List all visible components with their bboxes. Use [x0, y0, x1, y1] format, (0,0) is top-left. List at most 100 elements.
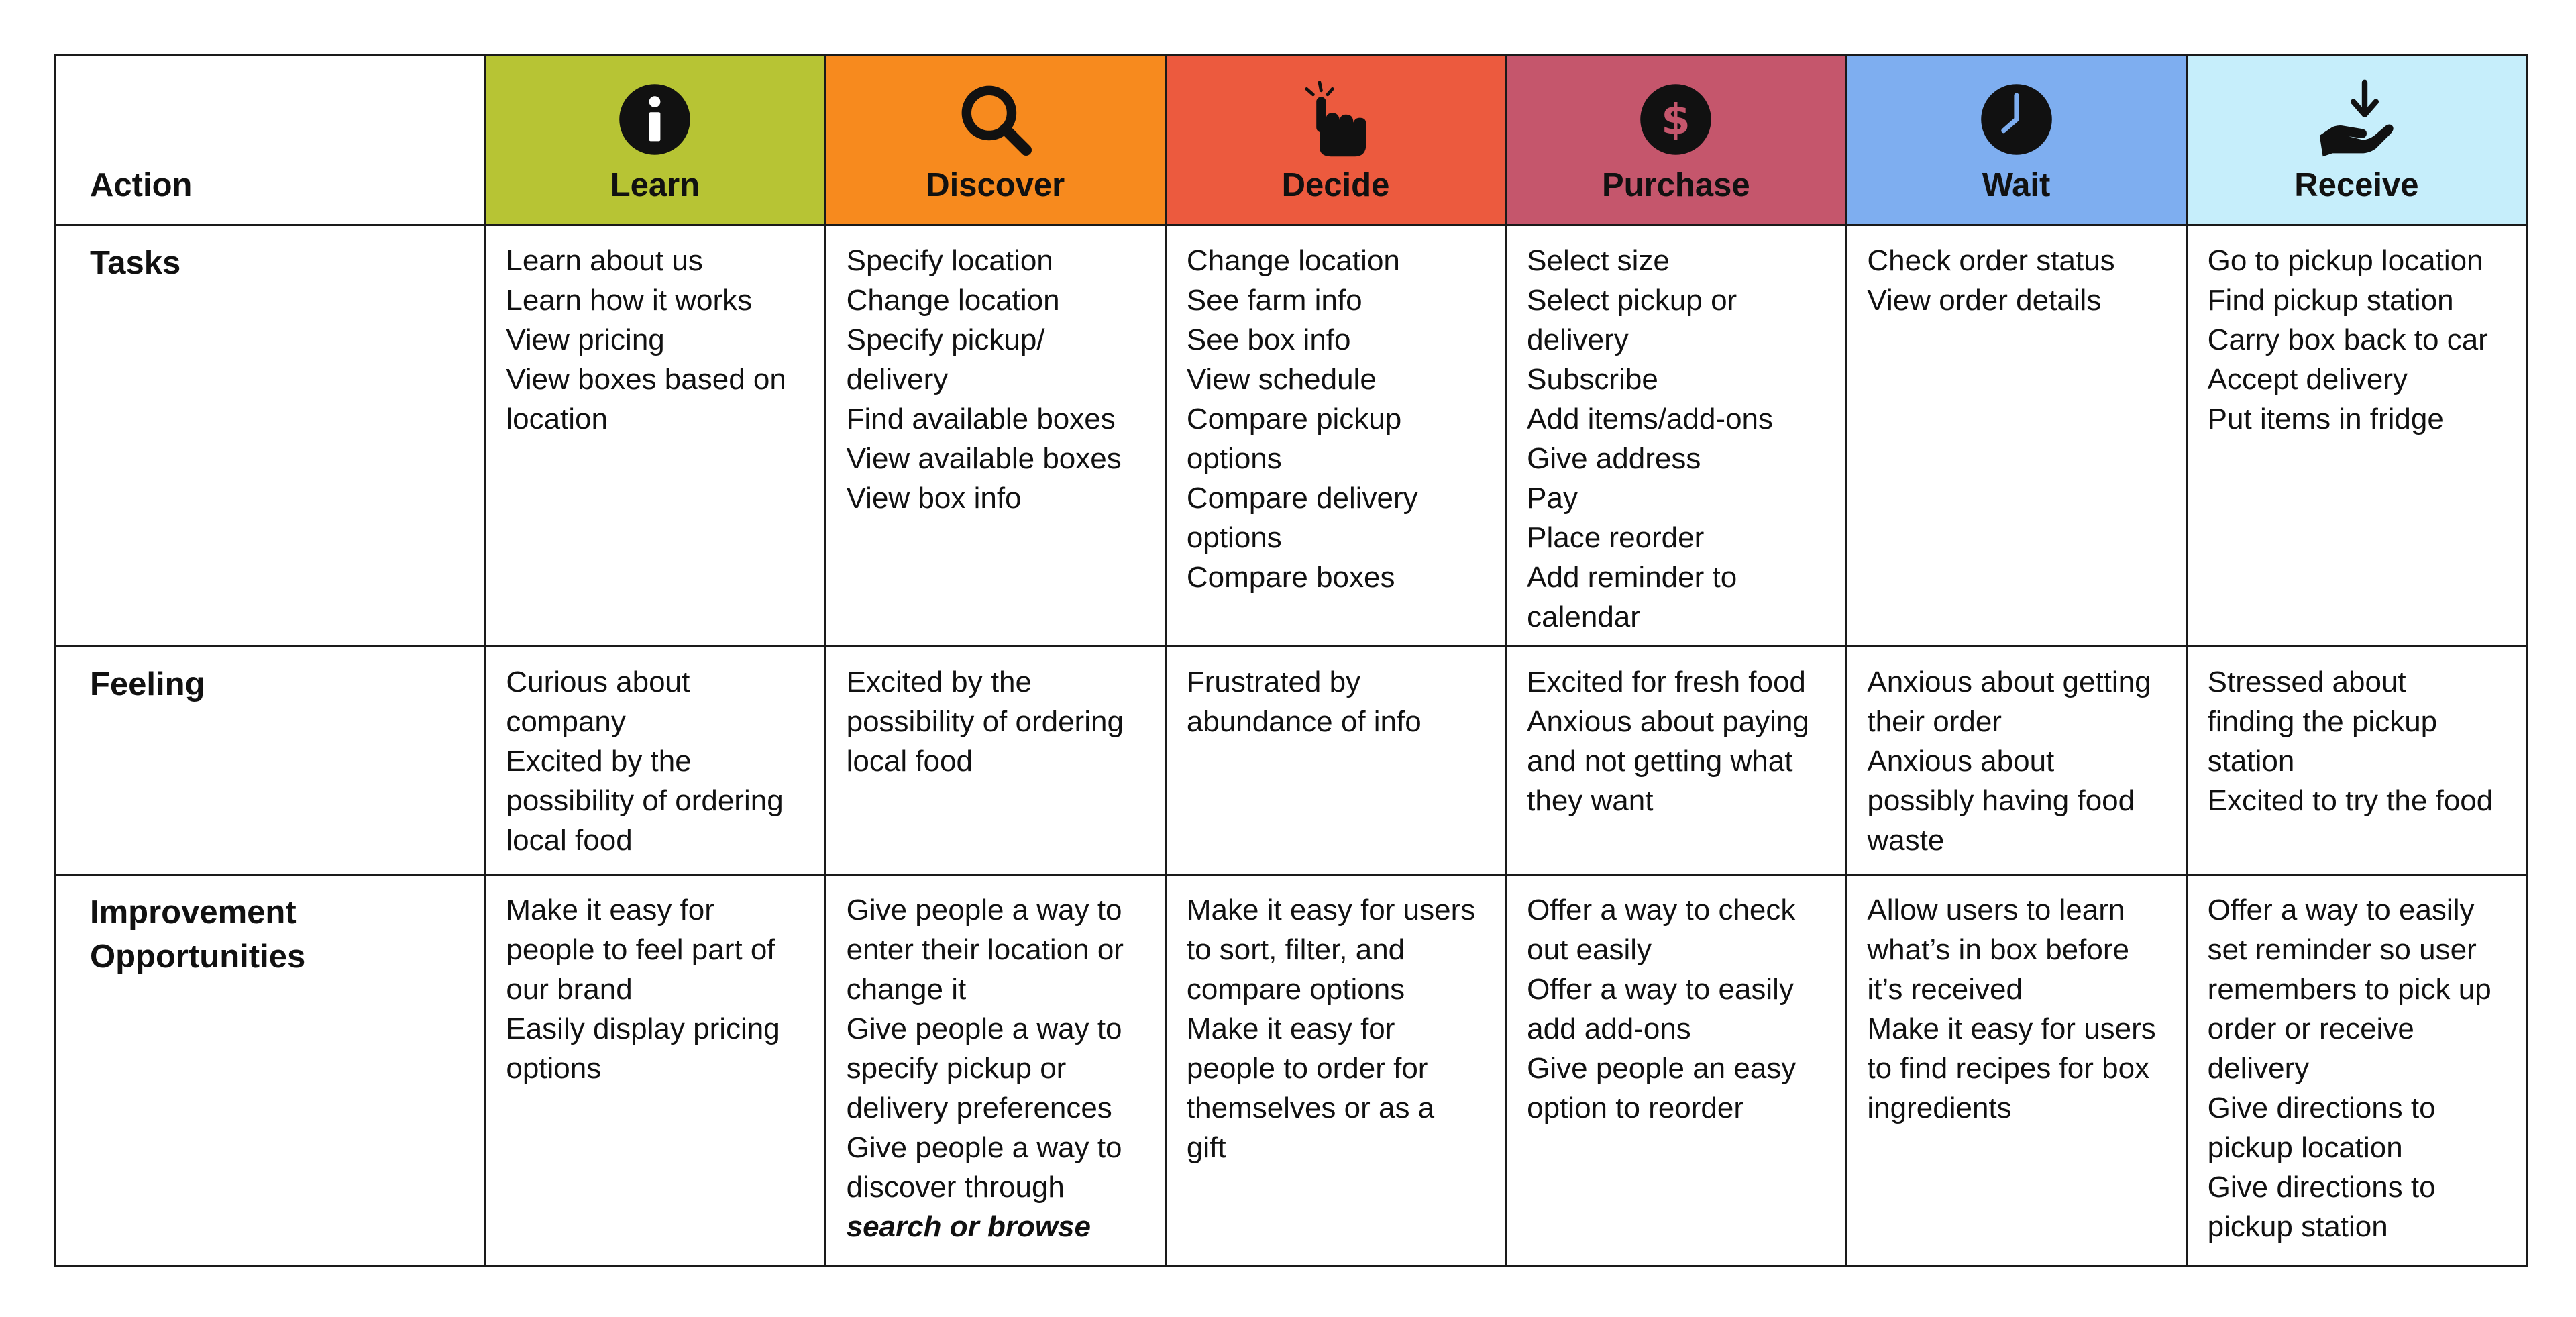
cell-line: company [506, 705, 626, 738]
cell-line: what’s in box before [1867, 933, 2129, 966]
cell-line: ingredients [1867, 1092, 2012, 1124]
cell-line: See box info [1186, 323, 1351, 356]
cell-line: possibly having food [1867, 784, 2135, 817]
cell-line: location [506, 403, 608, 435]
cell-line: search or browse [846, 1210, 1091, 1243]
cell-line: calendar [1527, 600, 1640, 633]
cell-line: Frustrated by [1186, 666, 1361, 698]
feeling-row: Feeling Curious about company Excited by t… [54, 645, 2528, 876]
tasks-cell-decide: Change location See farm info See box info… [1164, 224, 1507, 647]
cell-line: their order [1867, 705, 2002, 738]
improvement-label-line1: Improvement [90, 894, 297, 931]
cell-line: View order details [1867, 284, 2102, 317]
cell-line: Subscribe [1527, 363, 1658, 396]
cell-line: Easily display pricing [506, 1012, 780, 1045]
improvement-label-cell: Improvement Opportunities [54, 874, 486, 1267]
improvement-cell-purchase: Offer a way to check out easily Offer a wa… [1505, 874, 1847, 1267]
stage-name-discover: Discover [926, 167, 1065, 203]
cell-line: delivery [2207, 1052, 2310, 1085]
cell-line: Anxious about paying [1527, 705, 1809, 738]
cell-line: discover through [846, 1171, 1065, 1204]
cell-line: pickup location [2207, 1131, 2403, 1164]
cell-line: options [506, 1052, 602, 1085]
cell-line: Check order status [1867, 244, 2115, 277]
cell-line: Put items in fridge [2207, 403, 2444, 435]
cell-line: Give people a way to [846, 1012, 1122, 1045]
cell-line: station [2207, 745, 2295, 778]
feeling-cell-learn: Curious about company Excited by the possib… [484, 645, 826, 876]
cell-line: set reminder so user [2207, 933, 2477, 966]
cell-line: Add items/add-ons [1527, 403, 1774, 435]
cell-line: Make it easy for [506, 894, 714, 927]
cell-line: Give people a way to [846, 1131, 1122, 1164]
cell-line: local food [846, 745, 973, 778]
stage-name-wait: Wait [1982, 167, 2051, 203]
improvement-row: Improvement Opportunities Make it easy f… [54, 874, 2528, 1267]
cell-line: Give people an easy [1527, 1052, 1796, 1085]
svg-text:$: $ [1662, 95, 1690, 144]
cell-line: delivery [846, 363, 949, 396]
cell-line: View schedule [1186, 363, 1377, 396]
cell-line: Find pickup station [2207, 284, 2454, 317]
cell-line: Give address [1527, 442, 1701, 475]
cell-line: it’s received [1867, 973, 2023, 1006]
tasks-label: Tasks [90, 245, 181, 281]
feeling-label-cell: Feeling [54, 645, 486, 876]
cell-line: Offer a way to easily [2207, 894, 2475, 927]
cell-line: possibility of ordering [846, 705, 1124, 738]
cell-line: Place reorder [1527, 521, 1705, 554]
cell-line: people to order for [1186, 1052, 1428, 1085]
feeling-label: Feeling [90, 666, 205, 702]
cell-line: Compare boxes [1186, 561, 1395, 594]
cell-line: Offer a way to easily [1527, 973, 1794, 1006]
cell-line: Compare pickup [1186, 403, 1402, 435]
cell-line: out easily [1527, 933, 1652, 966]
tasks-label-cell: Tasks [54, 224, 486, 647]
improvement-cell-decide: Make it easy for users to sort, filter, a… [1164, 874, 1507, 1267]
cell-line: to sort, filter, and [1186, 933, 1405, 966]
tasks-cell-wait: Check order status View order details [1845, 224, 2188, 647]
cell-line: Carry box back to car [2207, 323, 2488, 356]
cell-line: Give directions to [2207, 1092, 2436, 1124]
cell-line: our brand [506, 973, 633, 1006]
cell-line: Excited to try the food [2207, 784, 2493, 817]
cell-line: specify pickup or [846, 1052, 1067, 1085]
cell-line: option to reorder [1527, 1092, 1744, 1124]
improvement-cell-discover: Give people a way to enter their location… [824, 874, 1167, 1267]
stage-header-receive: Receive [2185, 54, 2528, 226]
cell-line: they want [1527, 784, 1654, 817]
cell-line: Offer a way to check [1527, 894, 1796, 927]
cell-line: abundance of info [1186, 705, 1421, 738]
cell-line: Change location [1186, 244, 1400, 277]
cell-line: Select size [1527, 244, 1670, 277]
cell-line: remembers to pick up [2207, 973, 2491, 1006]
tasks-row: Tasks Learn about us Learn how it works Vi… [54, 224, 2528, 647]
stage-name-decide: Decide [1281, 167, 1390, 203]
cell-line: themselves or as a [1186, 1092, 1435, 1124]
stage-name-learn: Learn [610, 167, 700, 203]
cell-line: Give people a way to [846, 894, 1122, 927]
cell-line: waste [1867, 824, 1945, 857]
cell-line: Select pickup or [1527, 284, 1737, 317]
cell-line: options [1186, 521, 1282, 554]
cell-line: Specify location [846, 244, 1053, 277]
stage-header-wait: Wait [1845, 54, 2188, 226]
customer-journey-table: Action Learn Discover [54, 54, 2528, 1267]
cell-line: View available boxes [846, 442, 1122, 475]
info-icon [619, 84, 691, 155]
feeling-cell-discover: Excited by the possibility of ordering loc… [824, 645, 1167, 876]
cell-line: enter their location or [846, 933, 1124, 966]
tasks-cell-learn: Learn about us Learn how it works View pri… [484, 224, 826, 647]
cell-line: Excited by the [846, 666, 1032, 698]
stage-header-decide: Decide [1164, 54, 1507, 226]
cell-line: and not getting what [1527, 745, 1793, 778]
cell-line: View box info [846, 482, 1022, 515]
cell-line: people to feel part of [506, 933, 775, 966]
cell-line: Excited for fresh food [1527, 666, 1806, 698]
cell-line: Stressed about [2207, 666, 2406, 698]
cell-line: View pricing [506, 323, 665, 356]
improvement-label-line2: Opportunities [90, 939, 306, 975]
dollar-icon: $ [1640, 84, 1712, 155]
tasks-cell-receive: Go to pickup location Find pickup station… [2185, 224, 2528, 647]
cell-line: local food [506, 824, 633, 857]
